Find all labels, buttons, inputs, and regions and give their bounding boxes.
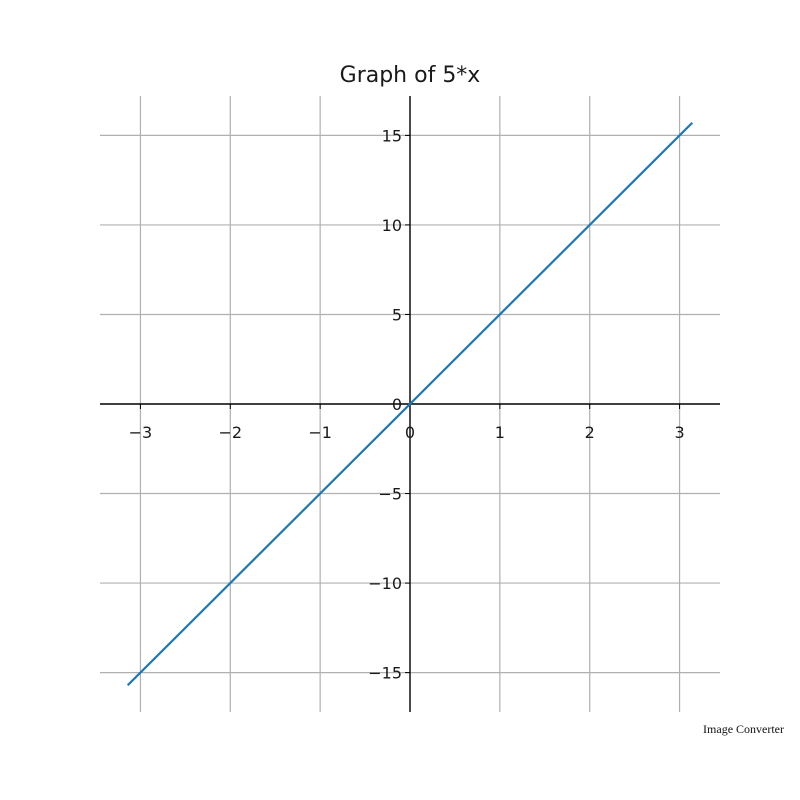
chart-title: Graph of 5*x: [340, 63, 481, 88]
y-tick-label: −15: [368, 664, 402, 683]
series-line: [126, 121, 694, 687]
x-tick-label: −2: [218, 423, 242, 442]
series-layer: [126, 121, 694, 687]
y-tick-label: 10: [382, 216, 402, 235]
x-tick-label: −1: [308, 423, 332, 442]
y-tick-labels: −15 −10 −5 0 5 10 15: [368, 126, 402, 682]
y-tick-label: 0: [392, 395, 402, 414]
y-tick-label: 5: [392, 305, 402, 324]
x-tick-label: 3: [674, 423, 684, 442]
watermark-text: Image Converter: [703, 722, 784, 736]
x-tick-label: −3: [129, 423, 153, 442]
y-tick-label: −10: [368, 574, 402, 593]
y-tick-label: 15: [382, 126, 402, 145]
x-tick-label: 0: [405, 423, 415, 442]
x-tick-label: 2: [585, 423, 595, 442]
x-tick-label: 1: [495, 423, 505, 442]
y-tick-label: −5: [378, 485, 402, 504]
x-tick-labels: −3 −2 −1 0 1 2 3: [129, 423, 685, 442]
